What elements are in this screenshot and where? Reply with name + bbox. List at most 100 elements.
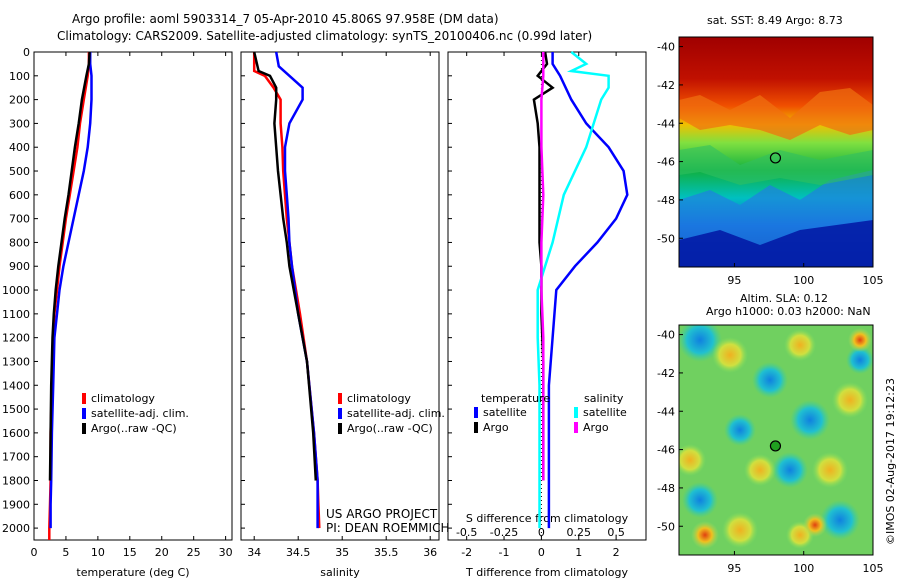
legend-swatch [338, 408, 342, 419]
y-tick-label: 1000 [2, 284, 30, 297]
legend-swatch [82, 423, 86, 434]
x-tick-label: 34.5 [286, 546, 311, 559]
x-top-tick-label: -0.5 [456, 526, 477, 539]
sla-anomaly-blob [812, 452, 848, 488]
sla-anomaly-blob [832, 382, 868, 418]
sst-map-title: sat. SST: 8.49 Argo: 8.73 [707, 14, 843, 27]
y-tick-label: 900 [9, 260, 30, 273]
legend-label: Argo [483, 421, 509, 434]
sla-anomaly-blob [820, 500, 860, 540]
y-tick-label: 700 [9, 213, 30, 226]
sla-anomaly-blob [803, 513, 827, 537]
x-tick-label: -1 [499, 546, 510, 559]
map-y-tick-label: -46 [657, 156, 675, 169]
watermark: ©IMOS 02-Aug-2017 19:12:23 [884, 378, 897, 545]
map-y-tick-label: -50 [657, 520, 675, 533]
y-tick-label: 300 [9, 117, 30, 130]
x-tick-label: 5 [62, 546, 69, 559]
map-border [678, 324, 874, 556]
x-tick-label: 34 [247, 546, 261, 559]
x-axis-label: T difference from climatology [465, 566, 628, 579]
argo-position-marker [769, 152, 782, 164]
legend-label: satellite-adj. clim. [347, 407, 445, 420]
y-tick-label: 400 [9, 141, 30, 154]
legend-label: Argo(..raw -QC) [91, 422, 177, 435]
map-y-tick-label: -46 [657, 444, 675, 457]
x-tick-label: 0 [31, 546, 38, 559]
sla-map [679, 325, 873, 555]
x-tick-label: 25 [187, 546, 201, 559]
legend-label: Argo [583, 421, 609, 434]
x-tick-label: 0 [538, 546, 545, 559]
map-y-tick-label: -42 [657, 367, 675, 380]
profile-panel-1: 34 34.5 35 35.5 36 salinity [240, 51, 440, 579]
y-tick-label: 1500 [2, 403, 30, 416]
sla-anomaly-blob [722, 512, 758, 548]
legend-label: climatology [91, 392, 155, 405]
map-x-tick-label: 105 [863, 274, 884, 287]
x-tick-label: 30 [219, 546, 233, 559]
map-border [678, 36, 874, 268]
sst-map [679, 37, 873, 267]
y-tick-label: 500 [9, 165, 30, 178]
series-line-2 [48, 51, 91, 481]
x-top-tick-label: 0.25 [567, 526, 592, 539]
map-y-tick-label: -48 [657, 194, 675, 207]
legend-swatch [338, 423, 342, 434]
sla-anomaly-blob [744, 454, 776, 486]
plot-frame [240, 51, 440, 541]
map-y-tick-label: -44 [657, 117, 675, 130]
y-tick-label: 1400 [2, 379, 30, 392]
x-tick-label: -2 [461, 546, 472, 559]
map-y-tick-label: -44 [657, 405, 675, 418]
map-y-tick-label: -48 [657, 482, 675, 495]
map-x-tick-label: 95 [727, 562, 741, 575]
y-tick-label: 1300 [2, 355, 30, 368]
map-frame-0: 95 100 105 -40 -42 -44 -46 -48 -50 [657, 36, 884, 287]
legend-swatch [474, 422, 478, 433]
plot-frame [33, 51, 233, 541]
legend-label: climatology [347, 392, 411, 405]
map-y-tick-label: -50 [657, 232, 675, 245]
x-top-tick-label: -0.25 [490, 526, 518, 539]
legend-swatch [574, 422, 578, 433]
x-tick-label: 36 [423, 546, 437, 559]
x-top-tick-label: 0.5 [607, 526, 625, 539]
y-tick-label: 1200 [2, 332, 30, 345]
series-line-2 [252, 51, 318, 481]
sla-map-title-1: Altim. SLA: 0.12 [740, 292, 829, 305]
x-axis-label: temperature (deg C) [76, 566, 189, 579]
sla-anomaly-blob [848, 328, 872, 352]
map-x-tick-label: 95 [727, 274, 741, 287]
legend-swatch [474, 407, 478, 418]
map-x-tick-label: 100 [793, 562, 814, 575]
x-tick-label: 35 [335, 546, 349, 559]
legend-label: Argo(..raw -QC) [347, 422, 433, 435]
y-tick-label: 100 [9, 70, 30, 83]
map-y-tick-label: -40 [657, 41, 675, 54]
project-note-line1: US ARGO PROJECT [326, 507, 438, 521]
map-x-tick-label: 105 [863, 562, 884, 575]
legend-salinity: climatology satellite-adj. clim. Argo(..ra… [338, 392, 445, 435]
series-line-1 [49, 52, 93, 529]
sla-anomaly-blob [712, 337, 748, 373]
sla-anomaly-blob [772, 452, 808, 488]
series-line-3 [540, 52, 545, 481]
map-x-tick-label: 100 [793, 274, 814, 287]
sla-anomaly-blob [679, 444, 706, 476]
x-tick-label: 1 [575, 546, 582, 559]
map-y-tick-label: -40 [657, 329, 675, 342]
plot-frame [447, 51, 647, 541]
y-tick-label: 1700 [2, 451, 30, 464]
sla-anomaly-blob [846, 346, 873, 374]
legend-header-salinity: salinity [584, 392, 624, 405]
sla-anomaly-blob [691, 521, 719, 549]
sla-anomaly-blob [784, 329, 816, 361]
legend-swatch [82, 408, 86, 419]
legend-label: satellite [483, 406, 527, 419]
legend-header-temperature: temperature [481, 392, 550, 405]
legend-difference: temperature salinitysatelliteArgosatellit… [474, 392, 627, 434]
legend-temperature: climatology satellite-adj. clim. Argo(..ra… [82, 392, 189, 435]
